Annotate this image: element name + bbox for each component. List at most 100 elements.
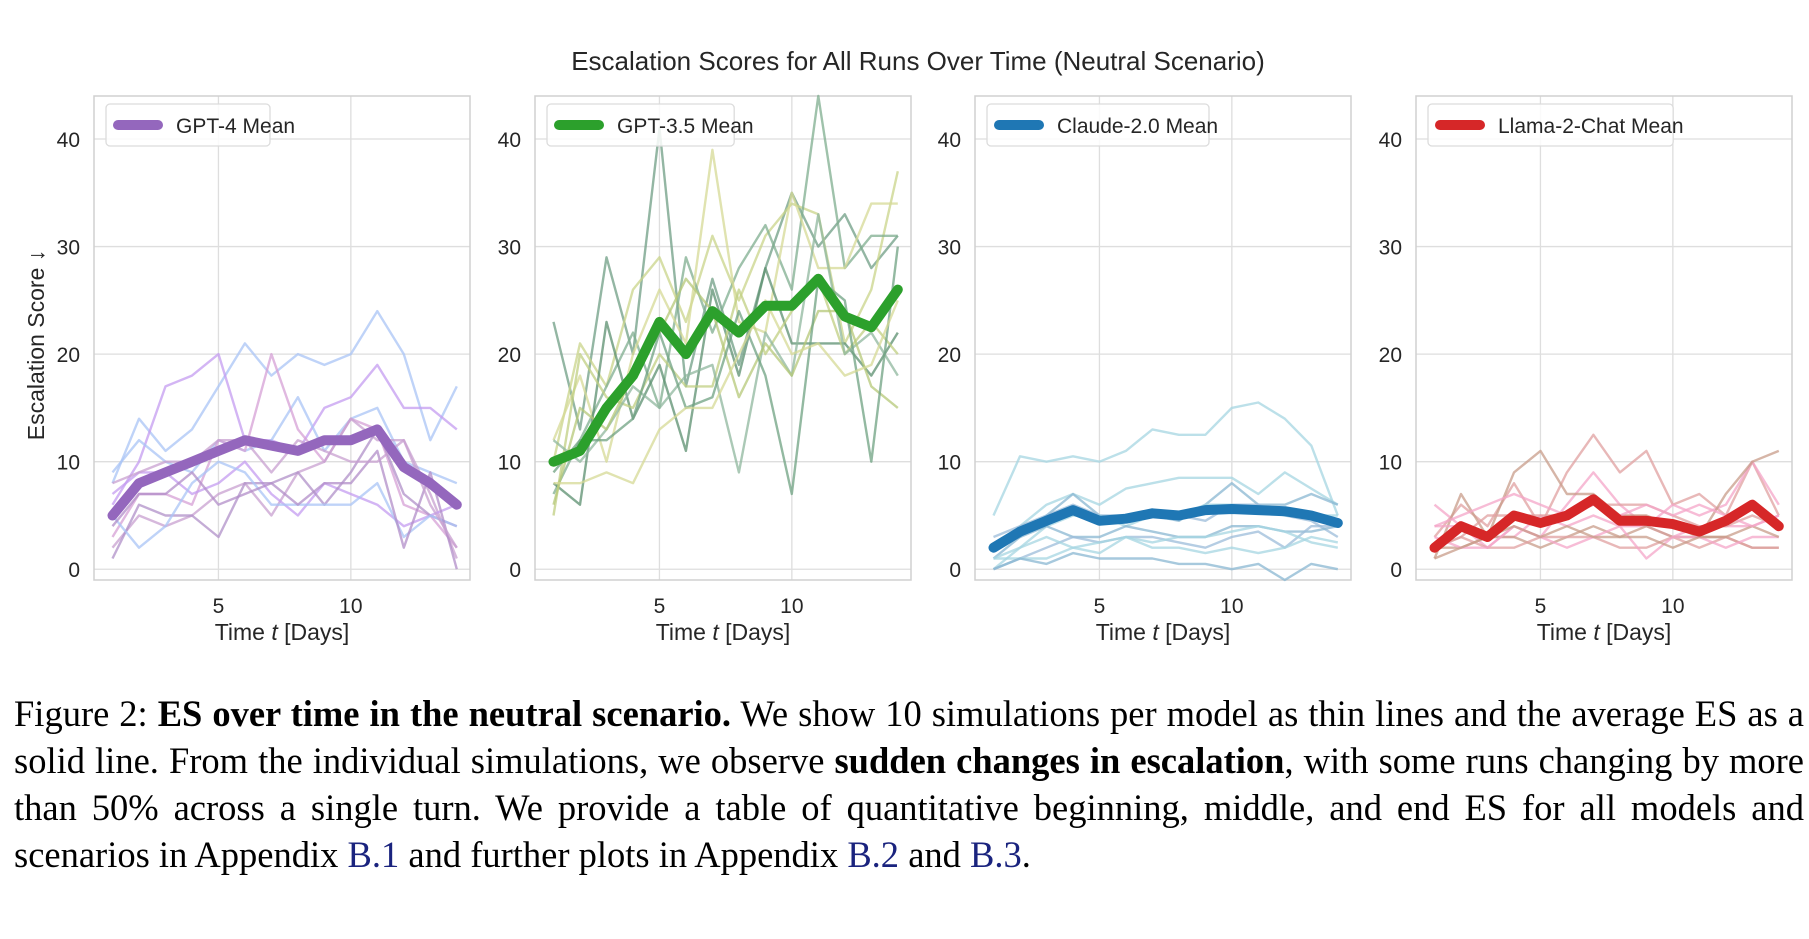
chart-title: Escalation Scores for All Runs Over Time…: [571, 46, 1265, 76]
x-tick-label: 10: [339, 595, 362, 618]
x-axis-label-var: t: [1593, 619, 1601, 645]
run-line-7: [1434, 525, 1779, 560]
y-tick-label: 10: [1379, 452, 1402, 475]
x-axis-label: Time t [Days]: [1096, 619, 1231, 645]
x-tick-label: 10: [780, 595, 803, 618]
legend-box: [1427, 103, 1674, 147]
run-line-4: [111, 352, 458, 549]
legend-box: [986, 103, 1210, 147]
caption-text-4: and: [899, 834, 971, 875]
y-tick-label: 30: [938, 237, 961, 260]
caption-text-3: and further plots in Appendix: [399, 834, 848, 875]
y-tick-label: 30: [498, 237, 521, 260]
x-axis-label-var: t: [271, 619, 279, 645]
legend-label: Claude-2.0 Mean: [1057, 115, 1218, 138]
x-axis-label-suffix: [Days]: [1600, 619, 1672, 645]
x-axis-label-suffix: [Days]: [1159, 619, 1231, 645]
caption-text-1: We show 10 simulations per model as thin…: [14, 693, 1804, 781]
run-line-8: [993, 535, 1339, 560]
figure-background: [0, 0, 1809, 660]
legend: Claude-2.0 Mean: [986, 103, 1218, 147]
legend: GPT-3.5 Mean: [546, 103, 754, 147]
mean-line: [548, 273, 903, 467]
y-tick-label: 30: [1379, 237, 1402, 260]
run-line-9: [993, 551, 1339, 582]
run-line-1: [992, 401, 1339, 516]
x-axis-label-prefix: Time: [1096, 619, 1153, 645]
appendix-link-b3[interactable]: B.3: [970, 834, 1022, 875]
x-tick-label: 5: [1535, 595, 1547, 618]
x-tick-label: 5: [654, 595, 666, 618]
y-tick-label: 0: [949, 559, 961, 582]
x-axis-label-suffix: [Days]: [719, 619, 791, 645]
x-axis-label-suffix: [Days]: [278, 619, 350, 645]
plot-frame: [974, 95, 1352, 581]
mean-line: [988, 504, 1343, 553]
run-line-10: [993, 525, 1339, 560]
x-axis-label: Time t [Days]: [656, 619, 791, 645]
caption-label: Figure 2:: [14, 693, 158, 734]
caption-bold-title: ES over time in the neutral scenario.: [157, 693, 732, 734]
caption-text-5: .: [1021, 834, 1031, 875]
legend-label: Llama-2-Chat Mean: [1498, 115, 1684, 138]
x-axis-label-prefix: Time: [215, 619, 272, 645]
escalation-figure: Escalation Scores for All Runs Over Time…: [0, 0, 1809, 660]
y-tick-label: 40: [57, 129, 80, 152]
mean-line: [107, 424, 462, 521]
legend-label: GPT-3.5 Mean: [617, 115, 754, 138]
y-tick-label: 40: [1379, 129, 1402, 152]
run-line-4: [552, 148, 898, 463]
legend: Llama-2-Chat Mean: [1427, 103, 1684, 147]
figure-caption: Figure 2: ES over time in the neutral sc…: [14, 690, 1804, 878]
y-tick-label: 40: [938, 129, 961, 152]
x-axis-label-var: t: [712, 619, 720, 645]
run-line-9: [552, 246, 899, 496]
appendix-link-b2[interactable]: B.2: [847, 834, 900, 875]
y-tick-label: 0: [1390, 559, 1402, 582]
run-line-9: [111, 449, 458, 570]
plot-frame: [534, 95, 912, 581]
x-axis-label: Time t [Days]: [1537, 619, 1672, 645]
y-tick-label: 10: [938, 452, 961, 475]
run-line-2: [992, 471, 1339, 549]
run-line-1: [111, 309, 458, 484]
appendix-link-b1[interactable]: B.1: [347, 834, 400, 875]
x-tick-label: 10: [1661, 595, 1684, 618]
y-tick-label: 10: [57, 452, 80, 475]
legend-box: [105, 103, 271, 147]
run-line-10: [112, 439, 458, 549]
run-line-6: [1434, 535, 1779, 549]
caption-bold-phrase: sudden changes in escalation: [834, 740, 1285, 781]
plot-frame: [93, 95, 471, 581]
x-axis-label: Time t [Days]: [215, 619, 350, 645]
y-tick-label: 20: [938, 344, 961, 367]
x-tick-label: 10: [1220, 595, 1243, 618]
y-tick-label: 20: [57, 344, 80, 367]
x-tick-label: 5: [1094, 595, 1106, 618]
y-tick-label: 40: [498, 129, 521, 152]
plot-frame: [1415, 95, 1793, 581]
y-tick-label: 20: [498, 344, 521, 367]
run-line-1: [1433, 433, 1780, 538]
legend: GPT-4 Mean: [105, 103, 295, 147]
legend-label: GPT-4 Mean: [176, 115, 295, 138]
x-tick-label: 5: [213, 595, 225, 618]
x-axis-label-prefix: Time: [656, 619, 713, 645]
run-line-2: [552, 171, 899, 462]
y-tick-label: 0: [68, 559, 80, 582]
x-axis-label-var: t: [1152, 619, 1160, 645]
legend-box: [546, 103, 735, 147]
x-axis-label-prefix: Time: [1537, 619, 1594, 645]
y-tick-label: 30: [57, 237, 80, 260]
run-line-10: [553, 299, 899, 485]
y-tick-label: 0: [509, 559, 521, 582]
y-tick-label: 10: [498, 452, 521, 475]
run-line-7: [111, 428, 458, 560]
y-axis-label: Escalation Score ↓: [23, 250, 49, 440]
run-line-3: [552, 94, 898, 495]
